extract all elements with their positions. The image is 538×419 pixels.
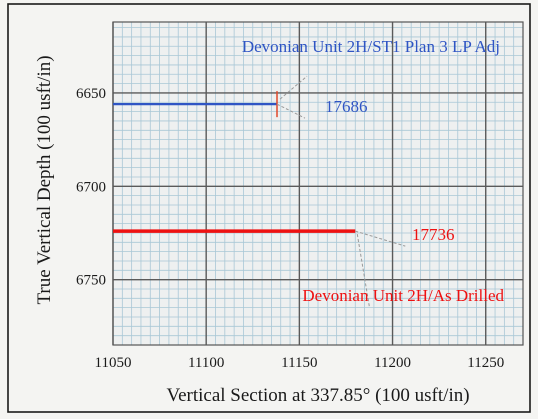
plot-border xyxy=(112,21,524,346)
y-axis-label: True Vertical Depth (100 usft/in) xyxy=(34,55,55,304)
x-tick-label: 11100 xyxy=(188,355,224,371)
tick-labels: 11050 11100 11150 11200 11250 6650 6700 6750 xyxy=(76,86,504,371)
series-label-drilled: Devonian Unit 2H/As Drilled xyxy=(302,286,504,305)
leader-line-plan xyxy=(276,103,306,119)
leader-line-plan-name xyxy=(279,75,308,100)
leader-line-drilled xyxy=(355,230,406,247)
x-tick-label: 11250 xyxy=(467,355,504,371)
end-label-plan: 17686 xyxy=(325,97,368,116)
series-layer xyxy=(113,75,406,307)
y-tick-label: 6650 xyxy=(76,86,106,102)
y-tick-label: 6750 xyxy=(76,273,106,289)
plot-area xyxy=(112,21,524,346)
x-axis-label: Vertical Section at 337.85° (100 usft/in… xyxy=(166,385,469,406)
x-tick-label: 11200 xyxy=(374,355,411,371)
series-labels: Devonian Unit 2H/ST1 Plan 3 LP Adj 17686 1… xyxy=(242,37,505,305)
end-label-drilled: 17736 xyxy=(412,225,455,244)
outer-border xyxy=(7,3,531,413)
series-label-plan: Devonian Unit 2H/ST1 Plan 3 LP Adj xyxy=(242,37,500,56)
x-tick-label: 11050 xyxy=(95,355,132,371)
y-tick-label: 6700 xyxy=(76,179,106,195)
x-tick-label: 11150 xyxy=(281,355,317,371)
leader-line-drilled-name xyxy=(356,234,370,307)
